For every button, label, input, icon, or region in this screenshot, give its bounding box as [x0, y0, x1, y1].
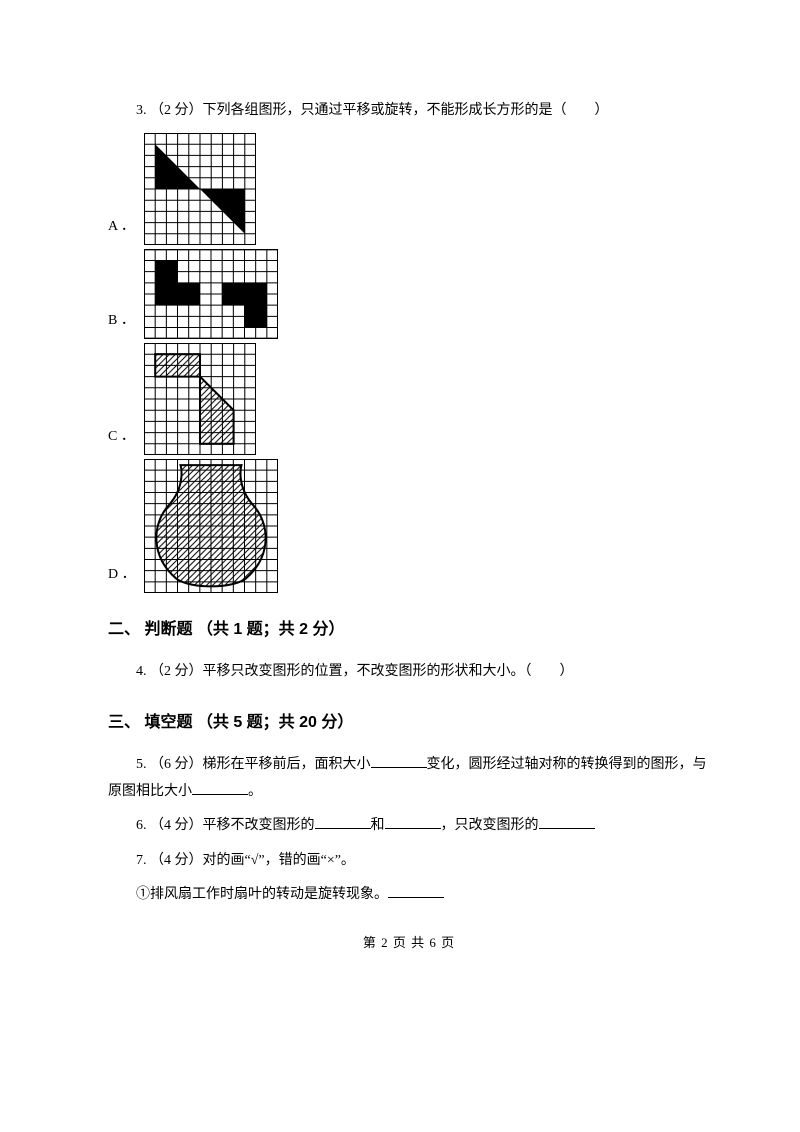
q3-option-a: A ．	[108, 133, 710, 245]
q3-label-d: D ．	[108, 562, 136, 593]
q3-option-b: B ．	[108, 249, 710, 339]
q6-text: 6. （4 分）平移不改变图形的 和 ，只改变图形的	[108, 813, 710, 840]
q4-text: 4. （2 分）平移只改变图形的位置，不改变图形的形状和大小。（ ）	[108, 659, 710, 686]
q6-mid1: 和	[371, 818, 385, 833]
q3-fig-d	[144, 459, 278, 593]
q6-blank2[interactable]	[385, 815, 441, 829]
q3-fig-c	[144, 343, 256, 455]
q3-fig-b	[144, 249, 278, 339]
q3-option-d: D ．	[108, 459, 710, 593]
q5-blank1[interactable]	[371, 754, 427, 768]
q5-suffix: 。	[248, 784, 262, 799]
q7-sub1: ①排风扇工作时扇叶的转动是旋转现象。	[108, 882, 710, 909]
q3-option-c: C ．	[108, 343, 710, 455]
q5-prefix: 5. （6 分）梯形在平移前后，面积大小	[136, 757, 371, 772]
q5-text: 5. （6 分）梯形在平移前后，面积大小变化，圆形经过轴对称的转换得到的图形，与…	[108, 752, 710, 805]
q3-label-b: B ．	[108, 308, 136, 339]
q7-1-prefix: ①排风扇工作时扇叶的转动是旋转现象。	[136, 887, 388, 902]
q7-1-blank[interactable]	[388, 884, 444, 898]
page-footer: 第 2 页 共 6 页	[108, 931, 710, 956]
page-container: 3. （2 分）下列各组图形，只通过平移或旋转，不能形成长方形的是（ ） A ．…	[0, 0, 800, 996]
section3-heading: 三、 填空题 （共 5 题；共 20 分）	[108, 708, 710, 738]
q6-blank1[interactable]	[315, 815, 371, 829]
q6-mid2: ，只改变图形的	[441, 818, 539, 833]
q7-text: 7. （4 分）对的画“√”，错的画“×”。	[108, 848, 710, 875]
q3-label-a: A ．	[108, 214, 136, 245]
section2-heading: 二、 判断题 （共 1 题；共 2 分）	[108, 615, 710, 645]
q6-blank3[interactable]	[539, 815, 595, 829]
q6-prefix: 6. （4 分）平移不改变图形的	[136, 818, 315, 833]
q5-blank2[interactable]	[192, 781, 248, 795]
q3-label-c: C ．	[108, 424, 136, 455]
q3-fig-a	[144, 133, 256, 245]
q3-text: 3. （2 分）下列各组图形，只通过平移或旋转，不能形成长方形的是（ ）	[108, 98, 710, 125]
